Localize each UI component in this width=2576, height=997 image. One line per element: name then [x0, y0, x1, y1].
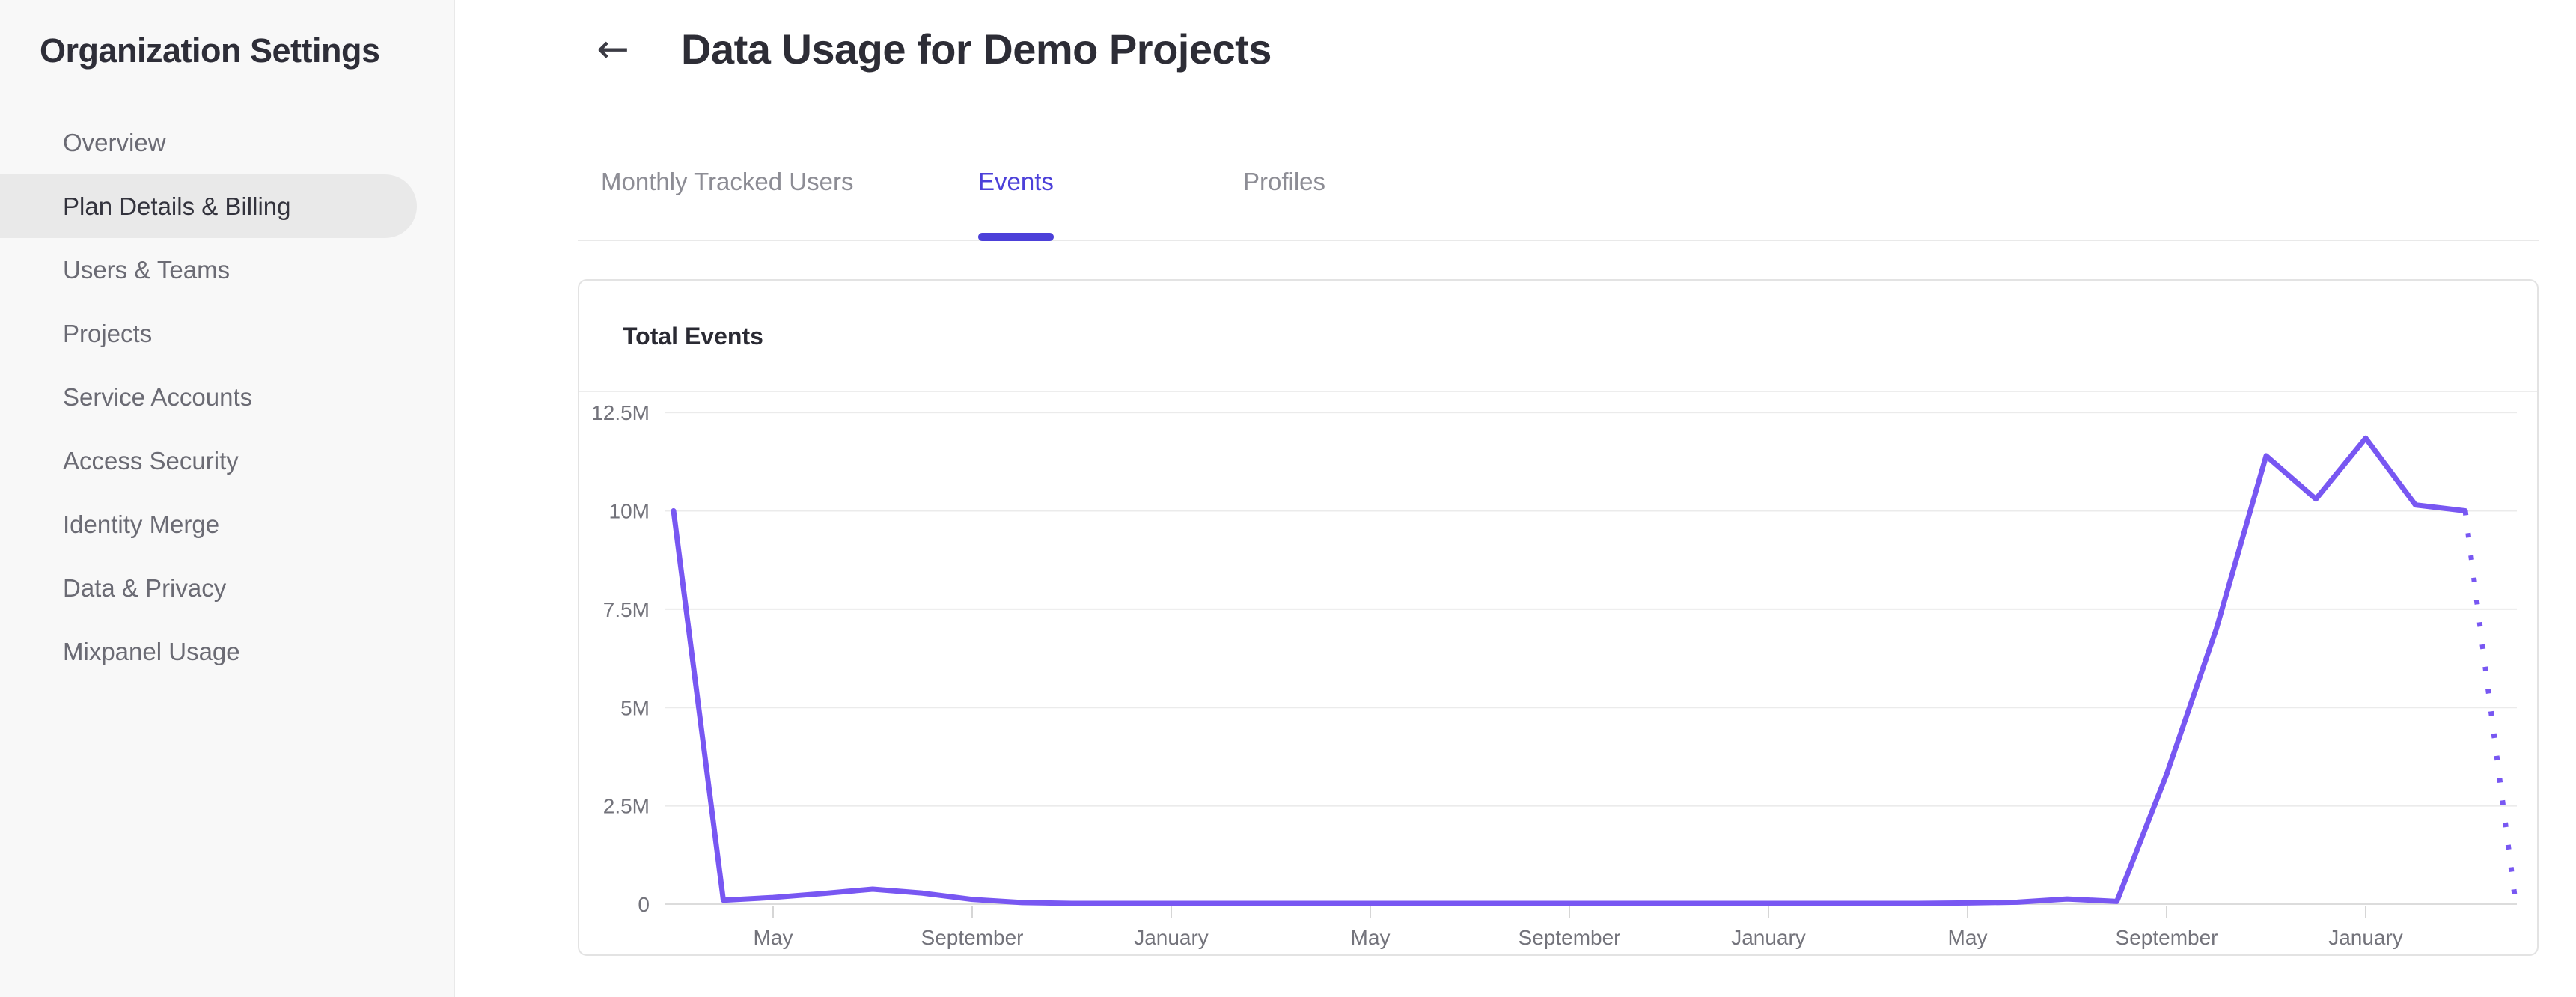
sidebar-item-users-teams[interactable]: Users & Teams — [63, 255, 231, 284]
sidebar-nav: Overview Plan Details & Billing Users & Te… — [0, 111, 455, 683]
sidebar-item-service-accounts[interactable]: Service Accounts — [63, 382, 253, 411]
sidebar-item-plan-details-billing[interactable]: Plan Details & Billing — [0, 174, 417, 238]
usage-tabs: Monthly Tracked Users Events Profiles — [578, 157, 2539, 241]
sidebar-item-projects[interactable]: Projects — [63, 319, 153, 347]
sidebar-item-identity-merge[interactable]: Identity Merge — [63, 510, 220, 538]
sidebar: Organization Settings Overview Plan Detai… — [0, 0, 455, 997]
sidebar-title: Organization Settings — [40, 31, 380, 70]
total-events-card: Total Events — [578, 279, 2539, 956]
tab-profiles[interactable]: Profiles — [1243, 168, 1326, 195]
tab-monthly-tracked-users[interactable]: Monthly Tracked Users — [601, 168, 854, 195]
sidebar-item-overview[interactable]: Overview — [63, 128, 166, 156]
active-tab-indicator — [978, 233, 1054, 241]
sidebar-item-mixpanel-usage[interactable]: Mixpanel Usage — [63, 637, 240, 665]
back-arrow-icon: ← — [596, 27, 629, 72]
sidebar-item-data-privacy[interactable]: Data & Privacy — [63, 573, 227, 602]
card-header-divider — [579, 391, 2537, 392]
tab-events[interactable]: Events — [978, 157, 1054, 241]
chart-title: Total Events — [623, 323, 763, 350]
back-button[interactable]: ← — [586, 22, 640, 76]
page-title: Data Usage for Demo Projects — [681, 25, 1272, 73]
sidebar-item-access-security[interactable]: Access Security — [63, 446, 239, 475]
